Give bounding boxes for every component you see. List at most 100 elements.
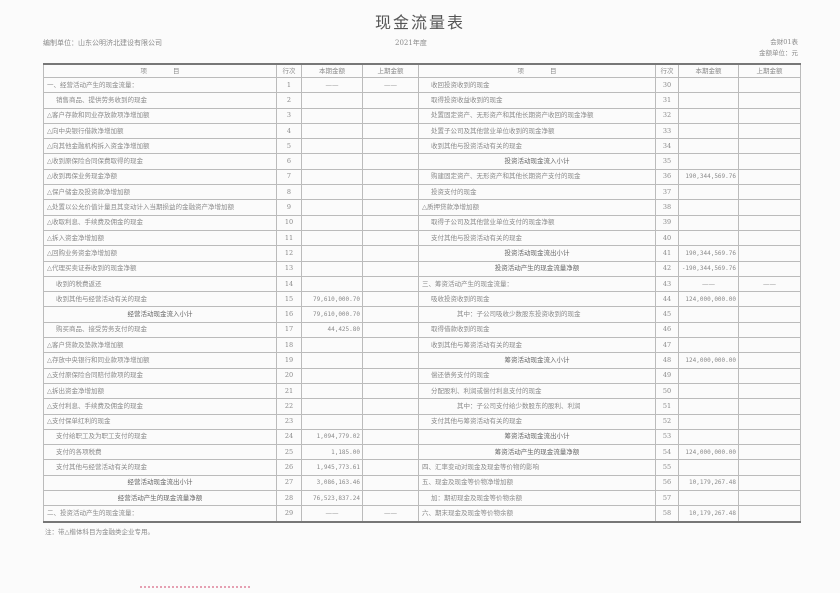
header-current: 本期金额	[301, 63, 363, 78]
row-item-label: 购建固定资产、无形资产和其他长期资产支付的现金	[418, 168, 656, 186]
row-line-number: 14	[276, 275, 302, 293]
row-current-amount	[301, 214, 363, 231]
row-prior-amount	[738, 413, 801, 430]
row-prior-amount	[738, 505, 801, 523]
row-current-amount	[301, 92, 363, 109]
row-current-amount: 124,000,000.00	[678, 291, 739, 308]
row-prior-amount	[362, 459, 419, 476]
row-current-amount	[678, 490, 739, 507]
row-line-number: 6	[276, 153, 302, 170]
row-line-number: 47	[655, 337, 679, 354]
row-current-amount: 190,344,569.76	[678, 168, 739, 186]
currency-unit: 金额单位：元	[759, 49, 798, 57]
row-current-amount	[678, 229, 739, 247]
row-prior-amount	[738, 459, 801, 476]
table-row: △客户存款和同业存放款项净增加额 3 处置固定资产、无形资产和其他长期资产收回的现金…	[43, 107, 801, 124]
row-prior-amount	[362, 367, 419, 384]
row-line-number: 42	[655, 260, 679, 277]
table-row: 销售商品、提供劳务收到的现金 2 取得投资收益收到的现金 31	[43, 92, 801, 109]
row-line-number: 48	[655, 352, 679, 369]
row-item-label: 筹资活动现金流入小计	[418, 352, 656, 369]
row-prior-amount	[362, 229, 419, 247]
row-item-label: 投资支付的现金	[418, 184, 656, 201]
table-row: △收取利息、手续费及佣金的现金 10 取得子公司及其他营业单位支付的现金净额 39	[43, 214, 801, 231]
row-line-number: 25	[276, 444, 302, 461]
row-current-amount: 1,945,773.61	[301, 459, 363, 476]
table-row: △向中央银行借款净增加额 4 处置子公司及其他营业单位收到的现金净额 33	[43, 122, 801, 140]
row-line-number: 49	[655, 367, 679, 384]
row-line-number: 58	[655, 505, 679, 523]
row-item-label: 筹资活动产生的现金流量净额	[418, 444, 656, 461]
row-current-amount	[678, 398, 739, 415]
table-row: △向其他金融机构拆入资金净增加额 5 收到其他与投资活动有关的现金 34	[43, 138, 801, 155]
row-item-label: 分配股利、利润或偿付利息支付的现金	[418, 382, 656, 400]
row-item-label: 经营活动现金流入小计	[43, 306, 277, 323]
row-item-label: 投资活动产生的现金流量净额	[418, 260, 656, 277]
row-item-label: 取得投资收益收到的现金	[418, 92, 656, 109]
row-item-label: 支付其他与投资活动有关的现金	[418, 229, 656, 247]
header-item: 项 目	[43, 63, 277, 78]
row-prior-amount	[738, 184, 801, 201]
row-prior-amount	[738, 199, 801, 216]
row-line-number: 43	[655, 275, 679, 293]
table-row: △拆出资金净增加额 21 分配股利、利润或偿付利息支付的现金 50	[43, 382, 801, 400]
table-row: △客户贷款及垫款净增加额 18 收到其他与筹资活动有关的现金 47	[43, 337, 801, 354]
row-line-number: 13	[276, 260, 302, 277]
row-current-amount	[301, 413, 363, 430]
row-item-label: 偿还债务支付的现金	[418, 367, 656, 384]
row-prior-amount	[362, 199, 419, 216]
row-prior-amount	[362, 444, 419, 461]
row-prior-amount	[738, 229, 801, 247]
row-item-label: 收到的税费返还	[43, 275, 277, 293]
row-item-label: △保户储金及投资款净增加额	[43, 184, 277, 201]
red-stamp-fragment	[140, 586, 250, 592]
row-item-label: 销售商品、提供劳务收到的现金	[43, 92, 277, 109]
row-current-amount	[301, 168, 363, 186]
row-line-number: 57	[655, 490, 679, 507]
row-item-label: △收到再保业务现金净额	[43, 168, 277, 186]
row-current-amount	[301, 184, 363, 201]
row-item-label: 支付给职工及为职工支付的现金	[43, 428, 277, 446]
row-line-number: 18	[276, 337, 302, 354]
table-row: 经营活动现金流出小计 27 3,086,163.46 五、现金及现金等价物净增加额 56…	[43, 474, 801, 492]
row-current-amount	[301, 122, 363, 140]
row-prior-amount	[362, 413, 419, 430]
row-item-label: 收到其他与经营活动有关的现金	[43, 291, 277, 308]
row-prior-amount: ——	[362, 76, 419, 94]
table-row: △代理买卖证券收到的现金净额 13 投资活动产生的现金流量净额 42 -190,344,…	[43, 260, 801, 277]
row-prior-amount	[738, 291, 801, 308]
row-line-number: 44	[655, 291, 679, 308]
row-line-number: 12	[276, 245, 302, 262]
row-item-label: 吸收投资收到的现金	[418, 291, 656, 308]
row-prior-amount	[738, 214, 801, 231]
row-line-number: 9	[276, 199, 302, 216]
row-current-amount: 190,344,569.76	[678, 245, 739, 262]
footnote: 注：带△楷体科目为金融类企业专用。	[45, 528, 154, 536]
row-current-amount	[678, 306, 739, 323]
row-item-label: △向其他金融机构拆入资金净增加额	[43, 138, 277, 155]
row-prior-amount	[738, 138, 801, 155]
row-current-amount	[678, 321, 739, 339]
row-prior-amount	[738, 398, 801, 415]
row-item-label: 筹资活动现金流出小计	[418, 428, 656, 446]
row-item-label: 其中：子公司支付给少数股东的股利、利润	[418, 398, 656, 415]
row-line-number: 55	[655, 459, 679, 476]
row-line-number: 28	[276, 490, 302, 507]
row-line-number: 10	[276, 214, 302, 231]
table-row: 经营活动产生的现金流量净额 28 76,523,837.24 加：期初现金及现金等价物…	[43, 490, 801, 507]
row-current-amount	[678, 367, 739, 384]
row-line-number: 53	[655, 428, 679, 446]
row-current-amount	[678, 76, 739, 94]
row-line-number: 33	[655, 122, 679, 140]
row-current-amount	[678, 459, 739, 476]
row-prior-amount	[362, 107, 419, 124]
row-line-number: 3	[276, 107, 302, 124]
row-current-amount	[301, 153, 363, 170]
row-current-amount	[301, 382, 363, 400]
row-current-amount	[678, 92, 739, 109]
row-prior-amount	[738, 474, 801, 492]
row-line-number: 22	[276, 398, 302, 415]
row-item-label: 收到其他与筹资活动有关的现金	[418, 337, 656, 354]
row-line-number: 24	[276, 428, 302, 446]
row-line-number: 20	[276, 367, 302, 384]
